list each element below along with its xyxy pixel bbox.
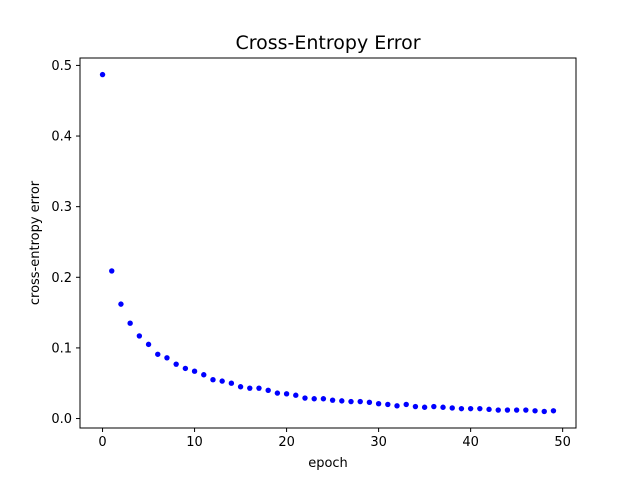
y-axis: 0.0 0.1 0.2 0.3 0.4 0.5	[51, 59, 80, 427]
data-point-28	[357, 398, 363, 405]
data-point-23	[311, 396, 317, 402]
data-point-37	[440, 404, 446, 410]
y-axis-label: cross-entropy error	[28, 180, 43, 305]
data-point-6	[155, 351, 161, 357]
data-point-34	[412, 403, 419, 410]
data-point-27	[348, 398, 354, 405]
data-point-7	[164, 355, 170, 361]
data-point-1	[109, 268, 115, 274]
data-point-4	[136, 333, 143, 339]
data-point-40	[467, 405, 474, 412]
data-points	[99, 71, 557, 415]
data-point-16	[247, 385, 253, 391]
plot-frame	[79, 57, 577, 429]
data-point-14	[228, 380, 235, 386]
y-tick-label-3: 0.3	[51, 200, 72, 215]
data-point-9	[182, 365, 189, 372]
data-point-25	[329, 397, 336, 403]
data-point-24	[320, 396, 327, 402]
data-point-5	[145, 341, 152, 348]
x-axis: 0 10 20 30 40 50	[98, 428, 571, 450]
data-point-21	[293, 392, 299, 398]
data-point-44	[504, 407, 511, 413]
x-tick-label-30: 30	[370, 435, 387, 450]
data-point-45	[513, 407, 520, 413]
data-point-35	[421, 404, 428, 410]
data-point-32	[394, 403, 400, 409]
data-point-39	[458, 405, 465, 412]
data-point-2	[118, 301, 124, 307]
data-point-0	[99, 71, 106, 78]
data-point-15	[237, 384, 244, 390]
data-point-41	[477, 405, 483, 412]
data-point-11	[201, 372, 207, 378]
data-point-38	[449, 405, 455, 411]
data-point-10	[191, 368, 198, 374]
x-tick-label-20: 20	[278, 435, 295, 450]
x-tick-label-40: 40	[462, 435, 479, 450]
data-point-12	[210, 376, 216, 383]
y-tick-label-1: 0.1	[51, 341, 72, 356]
y-tick-label-2: 0.2	[51, 271, 72, 286]
data-point-43	[495, 407, 501, 413]
data-point-33	[403, 401, 409, 408]
y-tick-label-4: 0.4	[51, 130, 72, 145]
x-tick-label-50: 50	[554, 435, 571, 450]
y-tick-label-0: 0.0	[51, 412, 72, 427]
data-point-47	[532, 408, 538, 414]
data-point-3	[127, 320, 133, 326]
x-tick-label-0: 0	[98, 435, 106, 450]
data-point-29	[366, 399, 373, 405]
x-tick-label-10: 10	[186, 435, 203, 450]
data-point-18	[265, 387, 271, 393]
data-point-49	[550, 408, 557, 414]
data-point-26	[339, 398, 345, 404]
data-point-8	[173, 361, 179, 367]
x-axis-label: epoch	[308, 456, 348, 471]
data-point-22	[302, 395, 308, 401]
data-point-48	[541, 408, 547, 415]
data-point-42	[486, 406, 492, 413]
data-point-46	[523, 407, 529, 413]
chart-title: Cross-Entropy Error	[235, 32, 420, 54]
data-point-36	[431, 403, 437, 410]
data-point-13	[219, 378, 225, 384]
data-point-31	[385, 401, 391, 408]
y-tick-label-5: 0.5	[51, 59, 72, 74]
data-point-19	[274, 390, 281, 396]
data-point-17	[256, 385, 262, 391]
data-point-20	[283, 391, 290, 397]
data-point-30	[375, 401, 382, 407]
